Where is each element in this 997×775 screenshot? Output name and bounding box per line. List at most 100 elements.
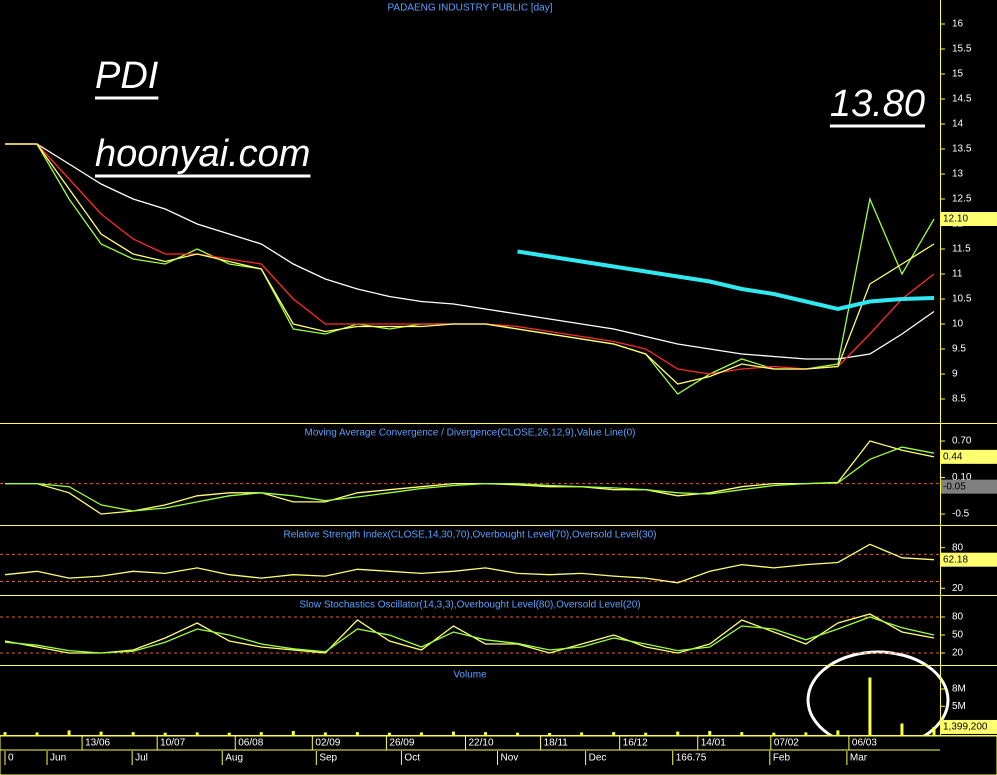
last-value-label: 1,399,200 — [943, 722, 988, 733]
y-tick-label: 11.5 — [952, 244, 971, 255]
volume-bar — [291, 730, 295, 735]
series-line — [5, 143, 935, 385]
volume-bar — [868, 677, 872, 735]
volume-bar — [772, 732, 776, 735]
x-tick-label: Feb — [773, 753, 791, 764]
volume-bar — [323, 732, 327, 735]
volume-bar — [484, 732, 488, 735]
last-value-box — [941, 479, 997, 494]
x-tick-label: 18/11 — [544, 738, 569, 749]
y-tick-label: 80 — [952, 612, 964, 623]
volume-bar — [612, 732, 616, 735]
last-value-label: 12.10 — [943, 214, 968, 225]
series-line — [4, 616, 935, 654]
last-value-box — [941, 552, 997, 567]
volume-bar — [932, 726, 936, 735]
y-tick-label: 9 — [952, 369, 958, 380]
x-tick-label: Sep — [319, 753, 337, 764]
volume-bar — [740, 732, 744, 735]
x-tick-label: 10/07 — [160, 738, 185, 749]
volume-bar — [804, 732, 808, 735]
series-line — [4, 543, 935, 584]
panel-title: Relative Strength Index(CLOSE,14,30,70),… — [284, 530, 657, 541]
x-tick-label: Nov — [501, 753, 519, 764]
y-tick-label: 80 — [952, 542, 964, 553]
x-tick-label: Mar — [850, 753, 868, 764]
x-tick-label: 166.75 — [676, 753, 707, 764]
panel-title: Slow Stochastics Oscillator(14,3,3),Over… — [299, 600, 640, 611]
panel-title: Volume — [453, 670, 487, 681]
series-line — [4, 613, 935, 654]
volume-bar — [836, 730, 840, 735]
x-tick-label: Aug — [225, 753, 243, 764]
y-tick-label: 14 — [952, 119, 964, 130]
last-value-label: 62.18 — [943, 554, 968, 565]
y-tick-label: 10.5 — [952, 294, 972, 305]
volume-bar — [708, 730, 712, 735]
y-tick-label: 13.5 — [952, 144, 972, 155]
volume-bar — [644, 732, 648, 735]
x-tick-label: 26/09 — [389, 738, 414, 749]
x-tick-label: 22/10 — [468, 738, 493, 749]
volume-bar — [3, 732, 7, 735]
y-tick-label: 8M — [952, 684, 966, 695]
volume-bar — [195, 732, 199, 735]
series-line — [5, 446, 935, 512]
y-tick-label: 16 — [952, 19, 964, 30]
y-tick-label: 13 — [952, 169, 964, 180]
volume-bar — [355, 732, 359, 735]
volume-bar — [227, 732, 231, 735]
annotation: PDI — [95, 55, 159, 97]
x-tick-label: Jun — [50, 753, 66, 764]
x-tick-label: Oct — [404, 753, 420, 764]
volume-bar — [516, 732, 520, 735]
volume-bar — [676, 731, 680, 735]
y-tick-label: 10 — [952, 319, 964, 330]
y-tick-label: 11 — [952, 269, 963, 280]
last-value-label: -0.05 — [943, 481, 966, 492]
x-tick-label: Jul — [135, 753, 148, 764]
last-value-box — [941, 719, 997, 734]
x-tick-label: Dec — [589, 753, 607, 764]
volume-bar — [548, 732, 552, 735]
y-tick-label: 0.10 — [952, 472, 972, 483]
panel-title: Moving Average Convergence / Divergence(… — [305, 428, 636, 439]
last-value-label: 0.44 — [943, 451, 963, 462]
volume-bar — [131, 732, 135, 735]
last-value-box — [941, 212, 997, 226]
y-tick-label: 14.5 — [952, 94, 972, 105]
volume-bar — [67, 730, 71, 735]
x-tick-label: 14/01 — [701, 738, 726, 749]
y-tick-label: 5M — [952, 701, 966, 712]
y-tick-label: -0.5 — [952, 509, 970, 520]
x-tick-label: 13/06 — [85, 738, 110, 749]
y-tick-label: 8.5 — [952, 394, 966, 405]
volume-bar — [580, 732, 584, 735]
x-tick-label: 06/08 — [238, 738, 263, 749]
y-tick-label: 9.5 — [952, 344, 966, 355]
y-tick-label: 20 — [952, 583, 964, 594]
volume-bar — [451, 731, 455, 735]
y-tick-label: 20 — [952, 648, 964, 659]
x-tick-label: 16/12 — [623, 738, 648, 749]
volume-bar — [900, 723, 904, 735]
volume-bar — [419, 732, 423, 735]
x-tick-label: 07/02 — [774, 738, 799, 749]
annotation: hoonyai.com — [95, 133, 310, 175]
x-axis-strip — [0, 735, 997, 775]
panel-title: PADAENG INDUSTRY PUBLIC [day] — [387, 3, 552, 14]
y-tick-label: 0.70 — [952, 436, 972, 447]
series-line — [517, 249, 935, 312]
volume-bar — [163, 732, 167, 735]
x-tick-label: 0 — [8, 753, 14, 764]
volume-bar — [387, 732, 391, 735]
volume-bar — [99, 731, 103, 735]
y-tick-label: 15.5 — [952, 44, 972, 55]
volume-bar — [35, 732, 39, 735]
y-tick-label: 50 — [952, 630, 964, 641]
volume-bar — [259, 732, 263, 735]
y-tick-label: 15 — [952, 69, 964, 80]
annotation: 13.80 — [830, 83, 925, 125]
